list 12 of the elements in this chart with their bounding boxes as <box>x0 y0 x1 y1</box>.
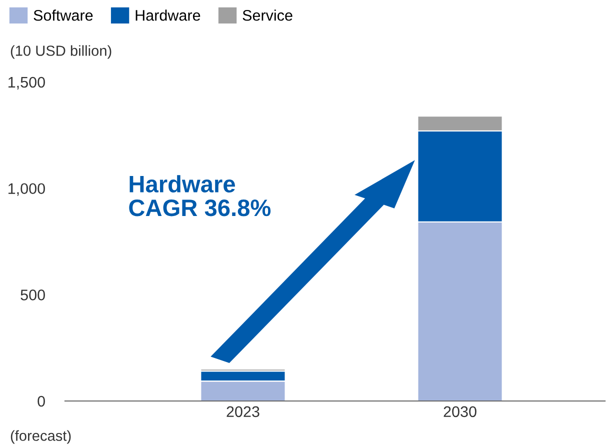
legend-label: Service <box>242 10 292 21</box>
x-tick-label: 2030 <box>444 406 476 418</box>
x-tick-label: 2023 <box>226 406 260 418</box>
annotation: Hardware CAGR 36.8% <box>129 175 271 216</box>
y-tick-label: 1,000 <box>8 183 45 196</box>
y-tick-label: 1,500 <box>8 76 45 90</box>
y-tick-label: 500 <box>20 290 45 300</box>
legend-label: Software <box>34 10 93 21</box>
y-tick-label: 0 <box>38 396 45 407</box>
y-axis-title: (10 USD billion) <box>10 45 112 59</box>
legend-label: Hardware <box>136 10 200 21</box>
text: (forecast) <box>10 430 71 444</box>
